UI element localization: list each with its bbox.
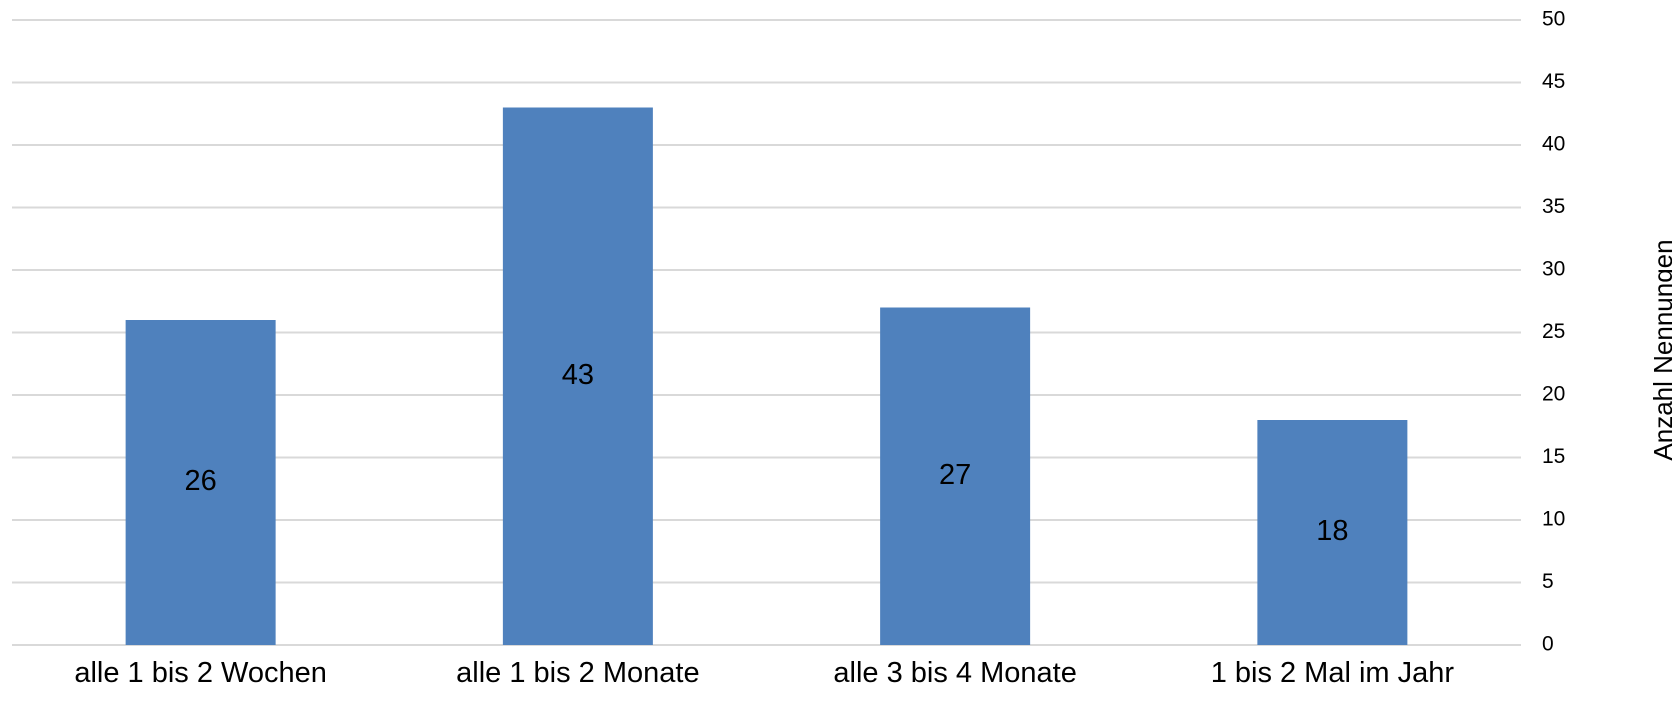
bar-value-label: 26 (184, 465, 216, 497)
bar (1257, 420, 1408, 645)
x-category-label: alle 1 bis 2 Monate (456, 657, 699, 689)
x-category-label: alle 3 bis 4 Monate (833, 657, 1076, 689)
y-tick-label: 35 (1542, 195, 1565, 218)
bar-value-label: 27 (939, 459, 971, 491)
bar (125, 320, 276, 645)
y-tick-label: 50 (1542, 8, 1565, 31)
y-tick-label: 15 (1542, 445, 1565, 468)
y-tick-label: 20 (1542, 383, 1565, 406)
x-category-label: alle 1 bis 2 Wochen (74, 657, 327, 689)
bar (502, 107, 653, 645)
y-axis-tick-labels: 0 5 10 15 20 25 30 35 40 45 50 (1542, 8, 1565, 656)
data-labels: 26 43 27 18 (184, 359, 1348, 547)
bar-value-label: 18 (1316, 515, 1348, 547)
y-tick-label: 10 (1542, 508, 1565, 531)
x-category-label: 1 bis 2 Mal im Jahr (1211, 657, 1455, 689)
y-tick-label: 25 (1542, 320, 1565, 343)
y-tick-label: 5 (1542, 570, 1554, 593)
x-axis-category-labels: alle 1 bis 2 Wochen alle 1 bis 2 Monate al… (74, 657, 1454, 689)
bars (125, 107, 1408, 645)
y-tick-label: 0 (1542, 633, 1554, 656)
y-tick-label: 40 (1542, 133, 1565, 156)
y-tick-label: 30 (1542, 258, 1565, 281)
y-tick-label: 45 (1542, 70, 1565, 93)
bar-value-label: 43 (562, 359, 594, 391)
y-axis-title: Anzahl Nennungen (1648, 239, 1672, 460)
bar (880, 307, 1031, 645)
